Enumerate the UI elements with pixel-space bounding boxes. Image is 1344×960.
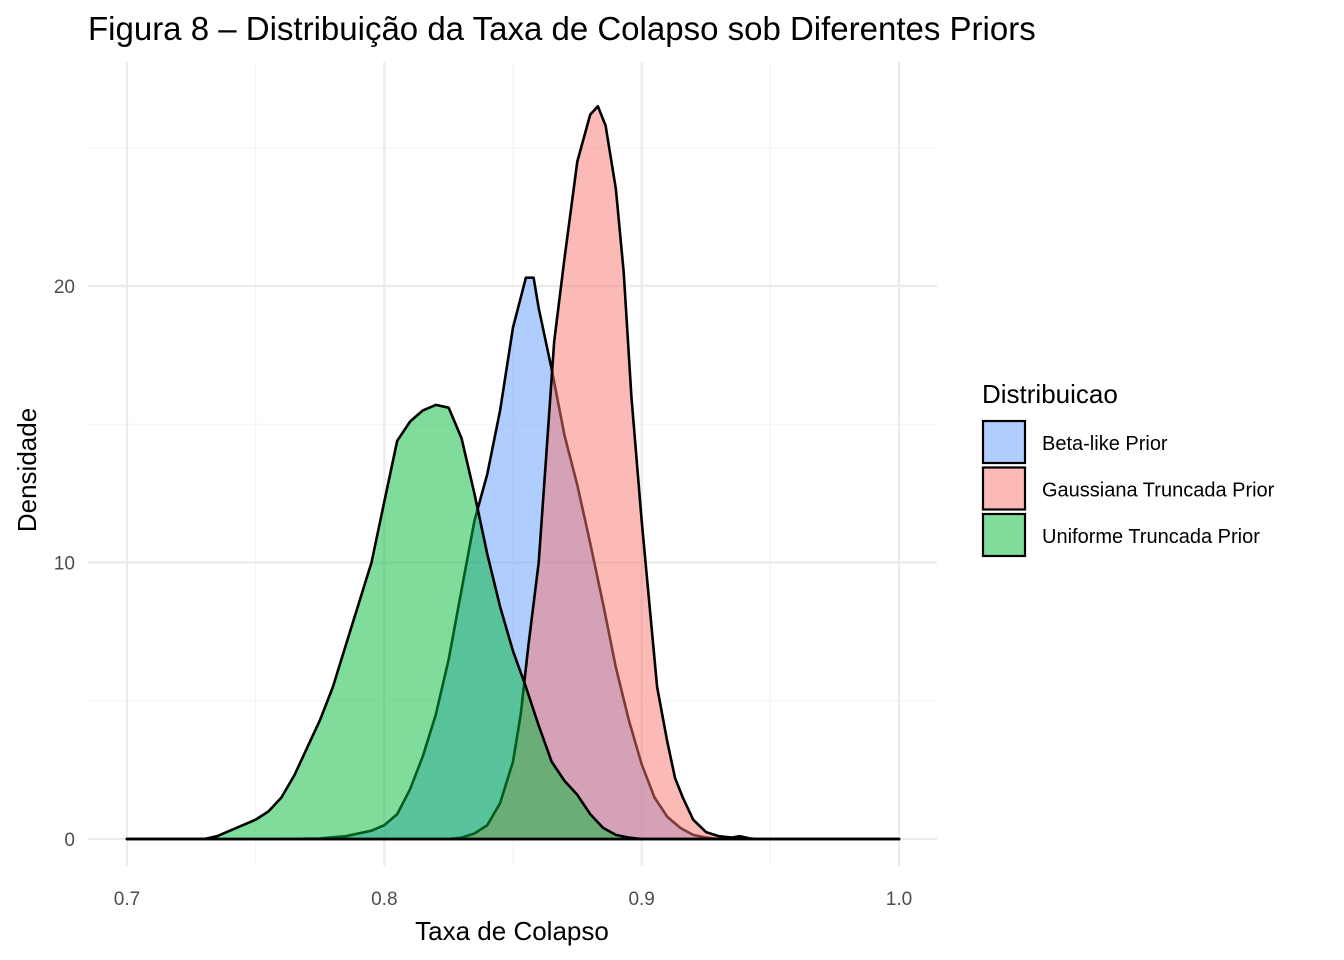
legend-label: Beta-like Prior (1042, 433, 1168, 455)
legend-items: Beta-like Prior Gaussiana Truncada Prior U… (981, 419, 1275, 558)
density-areas (125, 105, 901, 841)
y-tick-label: 0 (64, 830, 75, 851)
legend-item: Beta-like Prior (981, 419, 1168, 465)
y-tick-label: 20 (54, 277, 75, 298)
legend-swatch (981, 419, 1027, 465)
x-tick-label: 0.7 (114, 889, 140, 910)
legend-item: Gaussiana Truncada Prior (981, 466, 1275, 511)
density-area-2 (125, 403, 901, 841)
legend-swatch (981, 466, 1027, 511)
legend-item: Uniforme Truncada Prior (981, 512, 1260, 558)
x-tick-label: 1.0 (886, 889, 912, 910)
legend-title: Distribuicao (982, 379, 1118, 409)
chart-title: Figura 8 – Distribuição da Taxa de Colap… (88, 10, 1036, 47)
x-axis-title: Taxa de Colapso (415, 916, 609, 946)
x-axis-ticks: 0.7 0.8 0.9 1.0 (114, 889, 912, 910)
legend-swatch (981, 512, 1027, 558)
y-tick-label: 10 (54, 554, 75, 575)
y-axis-ticks: 0 10 20 (54, 277, 75, 851)
y-axis-title: Densidade (12, 408, 42, 532)
x-tick-label: 0.8 (371, 889, 397, 910)
x-tick-label: 0.9 (628, 889, 654, 910)
legend-label: Uniforme Truncada Prior (1042, 526, 1260, 548)
legend-label: Gaussiana Truncada Prior (1042, 480, 1275, 502)
legend: Distribuicao Beta-like Prior Gaussiana Tr… (981, 379, 1275, 558)
